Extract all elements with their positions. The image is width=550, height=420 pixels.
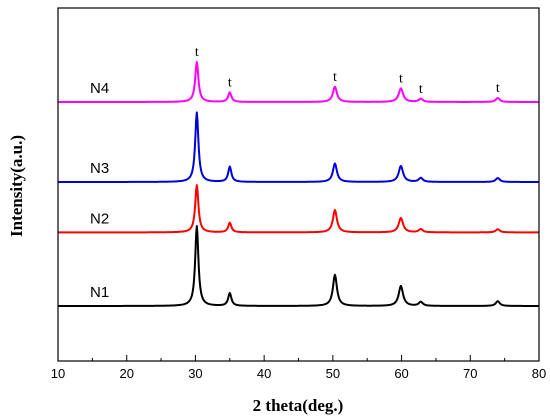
x-axis-title: 2 theta(deg.)	[253, 396, 344, 415]
peak-label: t	[496, 81, 500, 96]
peak-label: t	[195, 45, 199, 60]
x-tick-label: 20	[119, 366, 133, 381]
x-tick-label: 30	[188, 366, 202, 381]
series-line-n3	[57, 111, 540, 183]
peak-label: t	[333, 70, 337, 85]
peak-label: t	[399, 71, 403, 86]
series-label-n1: N1	[90, 284, 109, 301]
series-labels: N1 N2 N3 N4	[90, 80, 109, 301]
series-label-n2: N2	[90, 210, 109, 227]
x-tick-label: 50	[326, 366, 340, 381]
x-tick-label: 10	[51, 366, 65, 381]
plot-frame	[57, 7, 540, 362]
series-label-n3: N3	[90, 160, 109, 177]
series-line-n1	[57, 224, 540, 307]
series-line-n4	[57, 60, 540, 103]
series-label-n4: N4	[90, 80, 109, 97]
x-tick-label: 80	[532, 366, 546, 381]
series-line-n2	[57, 184, 540, 234]
x-tick-label: 40	[257, 366, 271, 381]
peak-label: t	[419, 82, 423, 97]
x-tick-label: 70	[463, 366, 477, 381]
peak-label: t	[228, 75, 232, 90]
peak-labels: t t t t t t	[195, 45, 500, 97]
y-axis-title: Intensity(a.u.)	[7, 135, 26, 237]
x-axis: 10 20 30 40 50 60 70 80	[51, 355, 546, 381]
series-layer	[57, 60, 540, 307]
x-tick-label: 60	[394, 366, 408, 381]
